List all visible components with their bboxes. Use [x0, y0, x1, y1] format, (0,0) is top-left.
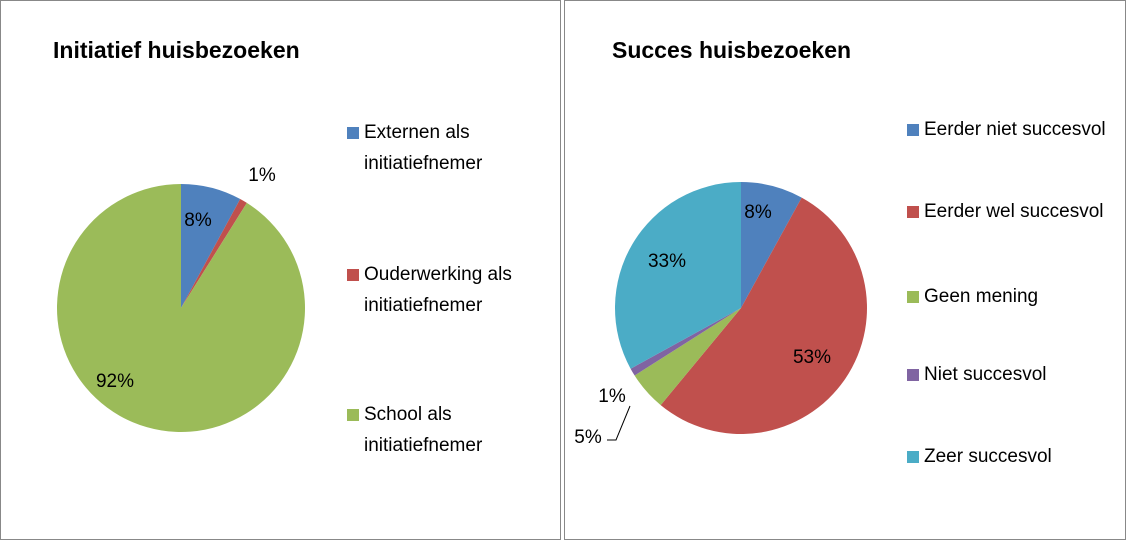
pie-slice	[181, 199, 247, 308]
pie-slice	[660, 197, 868, 434]
legend-swatch	[907, 369, 919, 381]
leader-line	[607, 405, 631, 441]
legend-swatch	[907, 206, 919, 218]
pie-slice	[181, 184, 241, 308]
data-label: 1%	[598, 386, 626, 407]
chart-title: Succes huisbezoeken	[612, 37, 852, 63]
legend-label: Eerder wel succesvol	[924, 201, 1104, 222]
data-label: 92%	[96, 371, 134, 392]
pie-slice	[615, 182, 741, 369]
pie-slice	[630, 308, 741, 376]
legend-label: Geen mening	[924, 286, 1039, 307]
legend-swatch	[347, 409, 359, 421]
data-label: 8%	[184, 210, 212, 231]
legend-swatch	[907, 124, 919, 136]
data-label: 33%	[648, 251, 686, 272]
pie-slice	[634, 308, 741, 406]
legend-label: Niet succesvol	[924, 364, 1047, 385]
data-label: 1%	[248, 165, 276, 186]
pie-slice	[57, 184, 306, 433]
legend-swatch	[907, 451, 919, 463]
legend-label: Zeer succesvol	[924, 446, 1052, 467]
data-label: 5%	[574, 427, 602, 448]
legend-swatch	[347, 269, 359, 281]
legend-label: Externen als initiatiefnemer	[364, 122, 483, 174]
data-label: 53%	[793, 347, 831, 368]
legend-swatch	[907, 291, 919, 303]
data-label: 8%	[744, 202, 772, 223]
chart-title: Initiatief huisbezoeken	[53, 37, 300, 63]
legend-swatch	[347, 127, 359, 139]
pie-slice	[741, 182, 802, 308]
legend-label: Ouderwerking als initiatiefnemer	[364, 264, 512, 316]
legend-label: Eerder niet succesvol	[924, 119, 1106, 140]
legend-label: School als initiatiefnemer	[364, 404, 483, 456]
